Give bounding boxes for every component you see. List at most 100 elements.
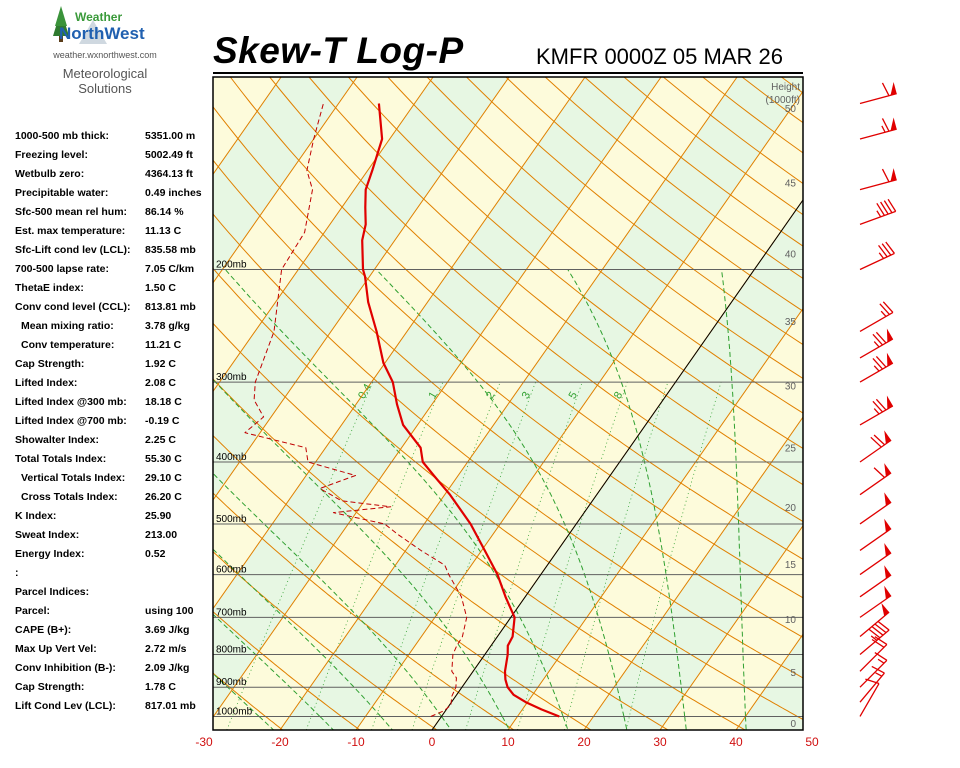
dry-adiabat bbox=[213, 672, 284, 730]
index-value: 3.78 g/kg bbox=[145, 320, 190, 332]
wind-barb-staff bbox=[859, 439, 892, 463]
index-value: 3.69 J/kg bbox=[145, 624, 190, 636]
index-row: Conv Inhibition (B-): 2.09 J/kg bbox=[15, 660, 215, 679]
wind-barb-pennant bbox=[884, 463, 892, 477]
isotherm bbox=[659, 524, 803, 730]
moist-adiabat bbox=[224, 269, 569, 730]
wind-barb-pennant bbox=[884, 430, 892, 444]
height-tick-label: 45 bbox=[785, 179, 797, 190]
wind-barb bbox=[859, 602, 890, 638]
temperature-tick-label: 30 bbox=[653, 735, 667, 749]
dry-adiabat bbox=[348, 77, 803, 450]
height-tick-label: 40 bbox=[785, 249, 797, 260]
wind-barb-half-flag bbox=[880, 310, 887, 317]
index-value: 55.30 C bbox=[145, 453, 182, 465]
isobar-label: 600mb bbox=[216, 565, 247, 576]
index-label: Conv Inhibition (B-): bbox=[15, 662, 116, 674]
wind-barb-flag bbox=[873, 467, 886, 478]
index-row: Conv cond level (CCL): 813.81 mb bbox=[15, 299, 215, 318]
index-row: Wetbulb zero: 4364.13 ft bbox=[15, 166, 215, 185]
wind-barb-half-flag bbox=[875, 672, 883, 677]
dry-adiabat bbox=[269, 77, 803, 523]
wind-barb-pennant bbox=[884, 492, 892, 506]
stability-indices-panel: 1000-500 mb thick: 5351.00 m Freezing leve… bbox=[15, 128, 215, 717]
index-label: Showalter Index: bbox=[15, 434, 100, 446]
isotherm-band bbox=[0, 77, 53, 730]
isotherm bbox=[279, 77, 738, 730]
wind-barb-staff bbox=[859, 501, 892, 525]
index-value: 0.49 inches bbox=[145, 187, 202, 199]
wind-barb-staff bbox=[859, 643, 888, 672]
wind-barb-flag bbox=[881, 118, 890, 132]
index-label: CAPE (B+): bbox=[15, 624, 72, 636]
dry-adiabat bbox=[213, 492, 515, 730]
wind-barb bbox=[859, 542, 892, 576]
temperature-tick-label: -20 bbox=[271, 735, 289, 749]
index-row: ThetaE index: 1.50 C bbox=[15, 280, 215, 299]
index-row: Precipitable water: 0.49 inches bbox=[15, 185, 215, 204]
wind-barb bbox=[859, 565, 892, 598]
wind-barb-flag bbox=[870, 436, 882, 448]
wind-barb bbox=[859, 301, 894, 333]
isobar-label: 300mb bbox=[216, 372, 247, 383]
wind-barb-flag bbox=[879, 303, 890, 315]
isobar-label: 900mb bbox=[216, 677, 247, 688]
dry-adiabat bbox=[781, 77, 803, 94]
dry-adiabat bbox=[0, 77, 129, 730]
dry-adiabat bbox=[213, 105, 803, 599]
wind-barb bbox=[859, 241, 895, 271]
wind-barb-staff bbox=[859, 659, 888, 688]
wind-barb-pennant bbox=[881, 602, 890, 617]
wind-barb-pennant bbox=[884, 518, 892, 533]
moist-adiabat bbox=[0, 270, 152, 731]
index-row: Lifted Index: 2.08 C bbox=[15, 375, 215, 394]
wind-barb-pennant bbox=[884, 565, 892, 579]
isotherm bbox=[355, 90, 803, 730]
temperature-tick-label: 10 bbox=[501, 735, 515, 749]
station-time-label: KMFR 0000Z 05 MAR 26 bbox=[536, 44, 783, 69]
isobar-label: 400mb bbox=[216, 452, 247, 463]
wind-barb-staff bbox=[859, 672, 885, 703]
wind-barb-flag bbox=[868, 628, 881, 639]
index-row: Lift Cond Lev (LCL): 817.01 mb bbox=[15, 698, 215, 717]
wind-barb-pennant bbox=[890, 82, 897, 96]
wind-barb-flag bbox=[871, 625, 884, 636]
isotherm-band bbox=[0, 77, 205, 730]
wind-barb-staff bbox=[859, 128, 897, 140]
mixing-ratio-line bbox=[625, 381, 722, 730]
index-row: Mean mixing ratio: 3.78 g/kg bbox=[15, 318, 215, 337]
dry-adiabat bbox=[213, 551, 438, 730]
wind-barb-staff bbox=[859, 629, 890, 655]
index-value: 2.09 J/kg bbox=[145, 662, 190, 674]
index-row: Energy Index: 0.52 bbox=[15, 546, 215, 565]
wind-barb bbox=[859, 518, 892, 551]
wind-barb-flag bbox=[881, 243, 892, 256]
index-label: Sweat Index: bbox=[15, 529, 80, 541]
mixing-ratio-line bbox=[226, 381, 374, 730]
index-label: ThetaE index: bbox=[15, 282, 84, 294]
isobar-label: 1000mb bbox=[216, 706, 253, 717]
wind-barb-pennant bbox=[886, 328, 893, 343]
moist-adiabat bbox=[567, 269, 687, 730]
height-axis-title: Height bbox=[771, 82, 800, 93]
index-value: 213.00 bbox=[145, 529, 178, 541]
wind-barb bbox=[859, 463, 892, 496]
wind-barb-staff bbox=[859, 595, 892, 618]
wind-barb-staff bbox=[859, 252, 895, 271]
index-value: -0.19 C bbox=[145, 415, 180, 427]
wind-barb-flag bbox=[882, 301, 894, 313]
index-label: Lifted Index: bbox=[15, 377, 78, 389]
isotherm bbox=[0, 77, 129, 730]
wind-barb-flag bbox=[875, 356, 887, 368]
index-label: Parcel Indices: bbox=[15, 586, 90, 598]
index-value: 835.58 mb bbox=[145, 244, 196, 256]
wind-barb-half-flag bbox=[870, 635, 878, 641]
wind-barb-flag bbox=[885, 241, 895, 254]
wind-barb bbox=[859, 352, 894, 383]
wind-barb-flag bbox=[881, 168, 890, 183]
index-label: Est. max temperature: bbox=[15, 225, 126, 237]
mixing-ratio-line bbox=[517, 381, 628, 730]
moist-adiabat bbox=[213, 613, 334, 730]
isotherm bbox=[213, 77, 662, 719]
temperature-tick-label: 20 bbox=[577, 735, 591, 749]
